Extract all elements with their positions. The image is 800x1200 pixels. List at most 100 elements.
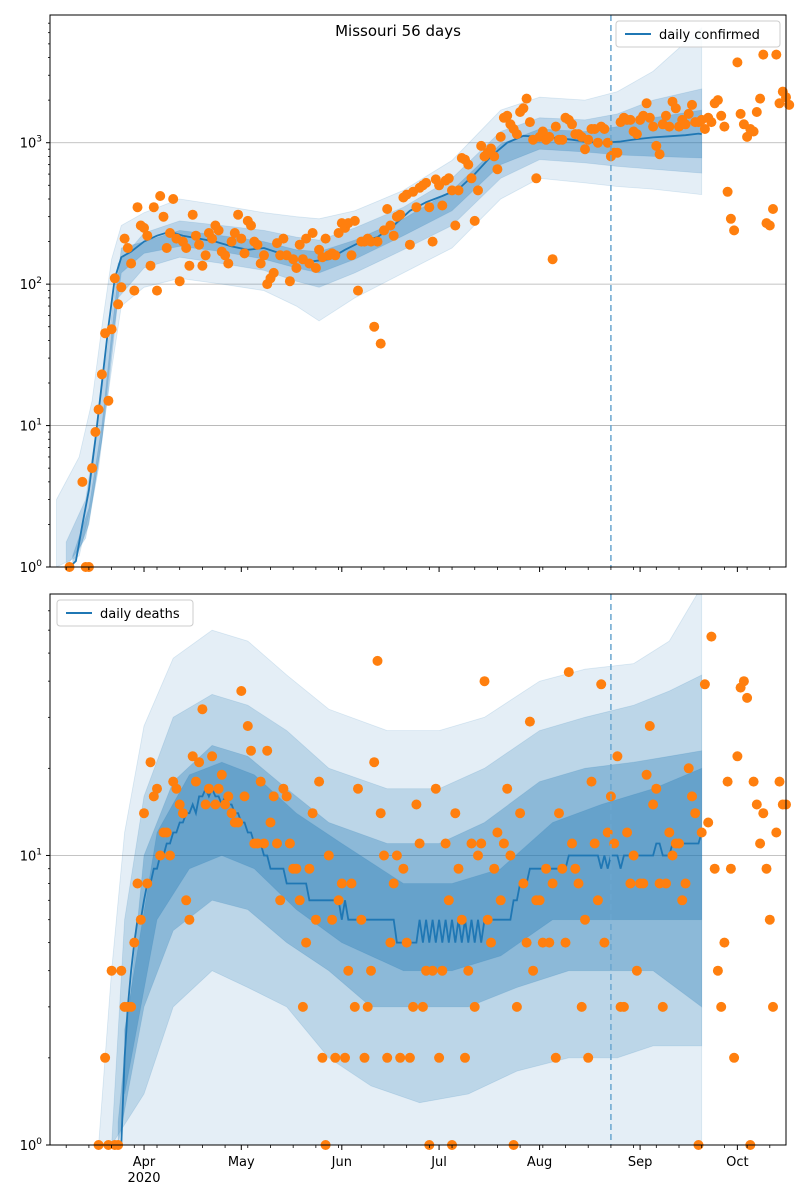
data-point (758, 808, 769, 819)
data-point (236, 233, 247, 244)
data-point (161, 827, 172, 838)
data-point (473, 850, 483, 861)
data-point (165, 850, 175, 861)
data-point (492, 827, 503, 838)
data-point (395, 209, 406, 220)
data-point (174, 276, 185, 287)
data-point (434, 1052, 445, 1063)
data-point (670, 103, 681, 114)
data-point (654, 149, 665, 160)
data-point (226, 808, 237, 819)
data-point (223, 258, 234, 269)
x-tick-label: Oct (726, 1155, 748, 1170)
data-point (768, 1001, 778, 1012)
data-point (748, 126, 759, 137)
data-point (755, 93, 766, 104)
data-point (314, 776, 325, 787)
x-tick-label: Jun (331, 1155, 352, 1170)
data-point (200, 250, 211, 261)
data-point (479, 676, 490, 687)
data-point (427, 236, 438, 247)
data-point (310, 263, 321, 273)
data-point (544, 131, 555, 142)
x-tick-label: Sep (628, 1155, 653, 1170)
data-point (674, 838, 684, 849)
data-point (661, 878, 671, 889)
data-point (333, 895, 344, 906)
data-point (310, 914, 321, 925)
data-point (774, 776, 785, 787)
data-point (359, 1052, 370, 1063)
data-point (184, 914, 195, 925)
data-point (139, 808, 149, 819)
data-point (768, 204, 778, 214)
data-point (401, 937, 412, 948)
data-point (764, 914, 775, 925)
data-point (246, 745, 256, 756)
data-point (87, 463, 98, 474)
data-point (294, 895, 305, 906)
data-point (489, 151, 500, 162)
data-point (648, 799, 659, 810)
data-point (453, 863, 464, 874)
data-point (391, 850, 402, 861)
data-point (262, 745, 273, 756)
data-point (294, 239, 305, 250)
data-point (233, 209, 244, 220)
data-point (631, 965, 642, 976)
data-point (372, 236, 383, 247)
data-point (288, 254, 299, 265)
data-point (521, 93, 532, 104)
data-point (323, 850, 334, 861)
data-point (194, 757, 205, 768)
data-point (252, 239, 263, 250)
data-point (583, 1052, 594, 1063)
data-point (330, 250, 341, 261)
data-point (664, 121, 675, 132)
data-point (547, 878, 558, 889)
data-point (291, 263, 302, 273)
uncertainty-band (124, 761, 703, 1095)
data-point (440, 838, 451, 849)
x-tick-label: Aug (527, 1155, 552, 1170)
data-point (450, 808, 461, 819)
data-point (372, 655, 383, 666)
data-point (466, 838, 477, 849)
data-point (427, 965, 438, 976)
data-point (502, 110, 513, 121)
data-point (641, 769, 652, 780)
data-point (580, 144, 590, 155)
data-point (589, 838, 600, 849)
data-point (408, 1001, 419, 1012)
data-point (106, 324, 117, 335)
data-point (489, 863, 500, 874)
data-point (761, 863, 772, 874)
data-point (644, 112, 655, 123)
data-point (651, 783, 662, 794)
data-point (657, 1001, 668, 1012)
data-point (596, 679, 607, 690)
data-point (751, 799, 762, 810)
data-point (366, 965, 376, 976)
data-point (414, 838, 425, 849)
data-point (246, 220, 256, 231)
data-point (784, 99, 795, 110)
data-point (515, 808, 526, 819)
data-point (346, 878, 357, 889)
data-point (751, 107, 762, 117)
data-point (226, 236, 237, 247)
data-point (430, 783, 441, 794)
y-tick-label: 102 (20, 276, 42, 293)
data-point (233, 817, 244, 828)
data-point (716, 1001, 727, 1012)
data-point (531, 173, 542, 184)
data-point (567, 119, 577, 130)
data-point (142, 878, 153, 889)
data-point (696, 827, 707, 838)
data-point (719, 121, 730, 132)
x-tick-label: Jul (430, 1155, 447, 1170)
data-point (278, 233, 289, 244)
data-point (495, 895, 506, 906)
data-point (259, 250, 269, 261)
data-point (139, 222, 149, 233)
